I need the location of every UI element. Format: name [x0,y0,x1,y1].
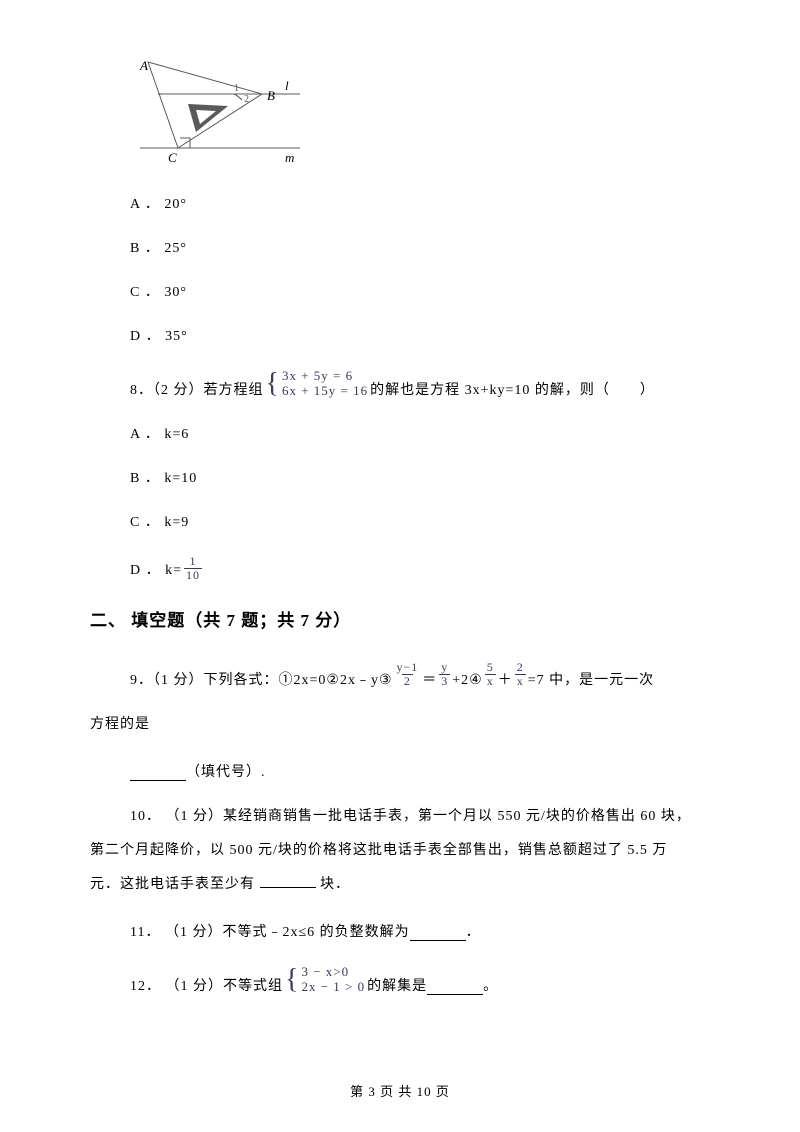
q7-option-c: C ． 30° [130,281,710,301]
q8-sys-row2: 6x + 15y = 16 [282,384,368,399]
q8-option-c: C ． k=9 [130,511,710,531]
q12-pre: 12． （1 分）不等式组 [130,975,283,995]
frac-den: 3 [439,674,450,688]
q9-frac4: 2 x [515,661,526,688]
q10-l3-pre: 元．这批电话手表至少有 [90,877,255,892]
label-a: A [139,60,148,73]
frac-den: 10 [184,568,202,582]
q10-l3-post: 块． [320,877,350,892]
fill-blank[interactable] [410,927,466,941]
q8-option-d-frac: 1 10 [184,555,202,582]
q8-prefix: 8．（2 分）若方程组 [130,379,264,399]
q7-option-a: A ． 20° [130,193,710,213]
geometry-diagram: A B C l m 1 2 [130,60,710,173]
q8-option-a: A ． k=6 [130,423,710,443]
page-footer: 第 3 页 共 10 页 [0,1081,800,1100]
q12-sys-row2: 2x − 1 > 0 [301,980,365,995]
brace-icon: { [285,966,299,994]
q8-option-b: B ． k=10 [130,467,710,487]
frac-num: 2 [515,661,526,674]
q9-eq1: ＝ [422,669,437,689]
q9-plus: +2④ [452,672,482,689]
q11-pre: 11． （1 分）不等式﹣2x≤6 的负整数解为 [130,921,410,941]
q9-p1: 9．（1 分）下列各式：①2x=0②2x﹣y③ [130,669,393,689]
q8-system: { 3x + 5y = 6 6x + 15y = 16 [266,369,369,399]
q10-line1: 10． （1 分）某经销商销售一批电话手表，第一个月以 550 元/块的价格售出… [130,805,710,825]
q7-option-d: D ． 35° [130,325,710,345]
q8-sys-row1: 3x + 5y = 6 [282,369,368,384]
q10-line2: 第二个月起降价，以 500 元/块的价格将这批电话手表全部售出，销售总额超过了 … [90,839,710,859]
q9-frac1: y−1 2 [395,661,421,688]
q11-post: ． [466,921,481,941]
q10-line3: 元．这批电话手表至少有 块． [90,873,710,893]
q12-post: 。 [483,975,498,995]
fill-blank[interactable] [427,981,483,995]
brace-icon: { [266,370,280,398]
q9-tail: =7 中，是一元一次 [528,669,654,689]
frac-num: 5 [485,661,496,674]
label-b: B [267,88,275,103]
q12: 12． （1 分）不等式组 { 3 − x>0 2x − 1 > 0 的解集是 … [130,965,710,995]
frac-num: y−1 [395,661,421,674]
q9-line3: （填代号）. [130,761,710,781]
fill-blank[interactable] [130,767,186,781]
q8-stem: 8．（2 分）若方程组 { 3x + 5y = 6 6x + 15y = 16 … [130,369,710,399]
q12-system: { 3 − x>0 2x − 1 > 0 [285,965,365,995]
label-c: C [168,150,177,165]
q9-line1: 9．（1 分）下列各式：①2x=0②2x﹣y③ y−1 2 ＝ y 3 +2④ … [130,661,710,688]
q9-frac3: 5 x [485,661,496,688]
triangle-svg: A B C l m 1 2 [130,60,305,168]
fill-blank[interactable] [260,874,316,888]
frac-den: x [515,674,526,688]
angle-2: 2 [244,94,249,105]
q11: 11． （1 分）不等式﹣2x≤6 的负整数解为 ． [130,921,710,941]
q9-frac2: y 3 [439,661,450,688]
frac-num: 1 [188,555,199,568]
q8-option-d: D ． k= 1 10 [130,555,710,582]
q8-suffix: 的解也是方程 3x+ky=10 的解，则（ ） [370,379,655,399]
q8-option-d-pre: D ． k= [130,559,182,579]
q12-sys-row1: 3 − x>0 [301,965,365,980]
section-2-heading: 二、 填空题（共 7 题；共 7 分） [90,606,710,631]
q9-line3-tail: （填代号）. [186,761,266,781]
angle-1: 1 [234,83,239,94]
q12-mid: 的解集是 [367,975,427,995]
label-m: m [285,150,294,165]
q9-plus2: ＋ [498,669,513,689]
label-l: l [285,78,289,93]
q7-option-b: B ． 25° [130,237,710,257]
q9-line2: 方程的是 [90,713,710,733]
frac-den: 2 [402,674,413,688]
frac-den: x [485,674,496,688]
frac-num: y [439,661,450,674]
